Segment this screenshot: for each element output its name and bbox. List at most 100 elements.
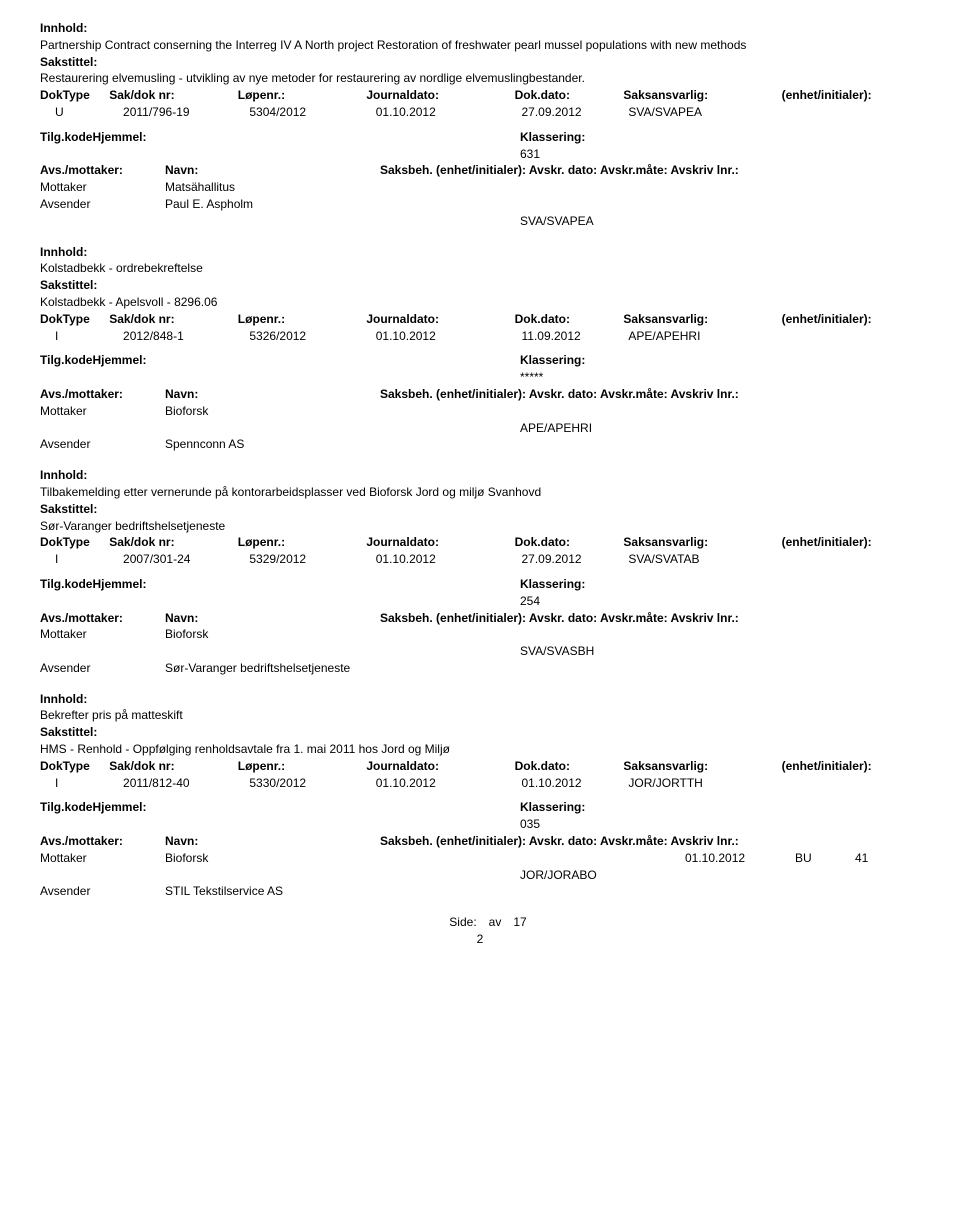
klassering-label: Klassering: (520, 129, 585, 146)
party-name (165, 420, 520, 437)
party-name (165, 213, 520, 230)
party-c3 (795, 179, 855, 196)
val-dokdato: 11.09.2012 (522, 328, 629, 345)
klassering-value: 631 (520, 146, 920, 163)
val-dokdato: 27.09.2012 (522, 104, 629, 121)
party-row: Mottaker Bioforsk (40, 403, 920, 420)
val-saksansvarlig: JOR/JORTTH (628, 775, 784, 792)
footer-av-label: av (480, 914, 510, 931)
avs-header: Avs./mottaker: Navn: Saksbeh. (enhet/ini… (40, 386, 920, 403)
tilg-label: Tilg.kodeHjemmel: (40, 576, 520, 593)
hdr-doktype: DokType (40, 311, 109, 328)
party-c1 (520, 850, 685, 867)
klassering-value: 035 (520, 816, 920, 833)
avs-mottaker-label: Avs./mottaker: (40, 386, 165, 403)
sakstittel-label: Sakstittel: (40, 277, 920, 294)
hdr-enhet: (enhet/initialer): (782, 87, 920, 104)
val-enhet (784, 328, 920, 345)
val-lopenr: 5326/2012 (249, 328, 375, 345)
hdr-dokdato: Dok.dato: (515, 534, 624, 551)
hdr-doktype: DokType (40, 758, 109, 775)
avs-header: Avs./mottaker: Navn: Saksbeh. (enhet/ini… (40, 610, 920, 627)
val-saknr: 2011/812-40 (123, 775, 249, 792)
tilg-label: Tilg.kodeHjemmel: (40, 799, 520, 816)
doktype-header: DokType Sak/dok nr: Løpenr.: Journaldato… (40, 87, 920, 104)
val-saknr: 2012/848-1 (123, 328, 249, 345)
party-c4: 41 (855, 850, 920, 867)
party-c1 (520, 626, 685, 643)
val-doktype: U (40, 104, 123, 121)
doktype-values: I 2012/848-1 5326/2012 01.10.2012 11.09.… (40, 328, 920, 345)
journal-entry: Innhold: Kolstadbekk - ordrebekreftelse … (40, 244, 920, 454)
hdr-enhet: (enhet/initialer): (782, 758, 920, 775)
party-row: SVA/SVASBH (40, 643, 920, 660)
hdr-doktype: DokType (40, 534, 109, 551)
party-row: Avsender STIL Tekstilservice AS (40, 883, 920, 900)
innhold-text: Bekrefter pris på matteskift (40, 707, 920, 724)
tilg-row: Tilg.kodeHjemmel: Klassering: (40, 576, 920, 593)
sakstittel-label: Sakstittel: (40, 724, 920, 741)
hdr-journaldato: Journaldato: (366, 758, 514, 775)
party-row: Mottaker Matsähallitus (40, 179, 920, 196)
doktype-header: DokType Sak/dok nr: Løpenr.: Journaldato… (40, 758, 920, 775)
party-row: Avsender Sør-Varanger bedriftshelsetjene… (40, 660, 920, 677)
saksbeh-label: Saksbeh. (enhet/initialer): Avskr. dato:… (380, 386, 920, 403)
party-name: Bioforsk (165, 403, 520, 420)
hdr-saknr: Sak/dok nr: (109, 311, 238, 328)
party-c1: APE/APEHRI (520, 420, 685, 437)
sakstittel-text: HMS - Renhold - Oppfølging renholdsavtal… (40, 741, 920, 758)
hdr-journaldato: Journaldato: (366, 534, 514, 551)
party-name: STIL Tekstilservice AS (165, 883, 520, 900)
innhold-text: Kolstadbekk - ordrebekreftelse (40, 260, 920, 277)
footer-side-label: Side: (417, 914, 477, 931)
party-c1 (520, 436, 685, 453)
tilg-label: Tilg.kodeHjemmel: (40, 129, 520, 146)
innhold-label: Innhold: (40, 244, 920, 261)
navn-label: Navn: (165, 162, 380, 179)
hdr-saknr: Sak/dok nr: (109, 534, 238, 551)
party-role (40, 213, 165, 230)
val-doktype: I (40, 775, 123, 792)
party-role: Mottaker (40, 179, 165, 196)
innhold-text: Partnership Contract conserning the Inte… (40, 37, 920, 54)
innhold-label: Innhold: (40, 691, 920, 708)
party-role: Mottaker (40, 403, 165, 420)
val-enhet (784, 551, 920, 568)
tilg-row: Tilg.kodeHjemmel: Klassering: (40, 799, 920, 816)
val-saksansvarlig: SVA/SVAPEA (628, 104, 784, 121)
hdr-dokdato: Dok.dato: (515, 311, 624, 328)
tilg-label: Tilg.kodeHjemmel: (40, 352, 520, 369)
hdr-saksansvarlig: Saksansvarlig: (623, 534, 781, 551)
hdr-lopenr: Løpenr.: (238, 311, 367, 328)
klassering-value: ***** (520, 369, 920, 386)
val-journaldato: 01.10.2012 (376, 551, 522, 568)
val-saksansvarlig: APE/APEHRI (628, 328, 784, 345)
doktype-values: I 2011/812-40 5330/2012 01.10.2012 01.10… (40, 775, 920, 792)
val-enhet (784, 775, 920, 792)
navn-label: Navn: (165, 610, 380, 627)
party-c1 (520, 196, 685, 213)
val-doktype: I (40, 551, 123, 568)
val-dokdato: 27.09.2012 (522, 551, 629, 568)
footer-page-number: 2 (417, 931, 544, 948)
avs-mottaker-label: Avs./mottaker: (40, 833, 165, 850)
avs-mottaker-label: Avs./mottaker: (40, 162, 165, 179)
party-c1 (520, 660, 685, 677)
hdr-lopenr: Løpenr.: (238, 87, 367, 104)
hdr-dokdato: Dok.dato: (515, 758, 624, 775)
doktype-values: I 2007/301-24 5329/2012 01.10.2012 27.09… (40, 551, 920, 568)
party-role (40, 420, 165, 437)
doktype-header: DokType Sak/dok nr: Løpenr.: Journaldato… (40, 311, 920, 328)
party-c1 (520, 403, 685, 420)
party-row: Avsender Spennconn AS (40, 436, 920, 453)
party-role: Avsender (40, 196, 165, 213)
party-name: Spennconn AS (165, 436, 520, 453)
hdr-journaldato: Journaldato: (366, 87, 514, 104)
party-c4 (855, 179, 920, 196)
party-c1 (520, 883, 685, 900)
party-c1: JOR/JORABO (520, 867, 685, 884)
tilg-row: Tilg.kodeHjemmel: Klassering: (40, 352, 920, 369)
party-row: Avsender Paul E. Aspholm (40, 196, 920, 213)
party-name: Bioforsk (165, 626, 520, 643)
party-name: Sør-Varanger bedriftshelsetjeneste (165, 660, 520, 677)
